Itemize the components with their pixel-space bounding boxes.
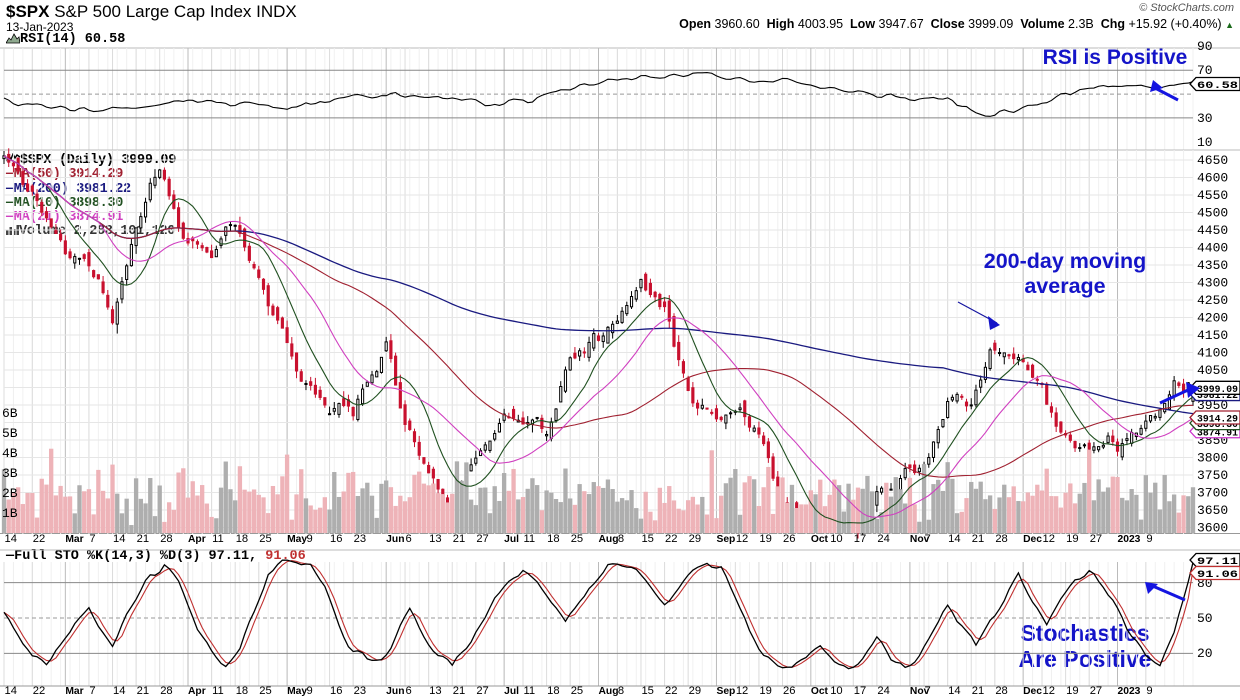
svg-text:28: 28 bbox=[160, 533, 172, 545]
svg-text:14: 14 bbox=[5, 533, 17, 545]
svg-text:17: 17 bbox=[854, 533, 866, 545]
svg-text:Jul: Jul bbox=[504, 686, 519, 697]
svg-text:9: 9 bbox=[1146, 533, 1152, 545]
svg-text:7: 7 bbox=[89, 685, 95, 697]
svg-text:Aug: Aug bbox=[599, 534, 619, 545]
svg-text:18: 18 bbox=[547, 685, 559, 697]
svg-text:9: 9 bbox=[1146, 685, 1152, 697]
svg-text:Jun: Jun bbox=[386, 686, 404, 697]
svg-text:19: 19 bbox=[759, 533, 771, 545]
svg-text:14: 14 bbox=[5, 685, 17, 697]
svg-text:24: 24 bbox=[877, 685, 889, 697]
svg-text:21: 21 bbox=[137, 533, 149, 545]
svg-text:7: 7 bbox=[925, 685, 931, 697]
svg-text:19: 19 bbox=[1066, 533, 1078, 545]
svg-text:17: 17 bbox=[854, 685, 866, 697]
svg-text:25: 25 bbox=[259, 685, 271, 697]
svg-text:10: 10 bbox=[830, 685, 842, 697]
svg-text:14: 14 bbox=[948, 533, 960, 545]
svg-text:6: 6 bbox=[406, 533, 412, 545]
svg-text:12: 12 bbox=[1043, 685, 1055, 697]
svg-text:Oct: Oct bbox=[811, 686, 829, 697]
svg-text:2023: 2023 bbox=[1118, 686, 1141, 697]
svg-text:21: 21 bbox=[453, 533, 465, 545]
svg-text:23: 23 bbox=[354, 685, 366, 697]
svg-text:Aug: Aug bbox=[599, 686, 619, 697]
svg-text:Jul: Jul bbox=[504, 534, 519, 545]
svg-text:22: 22 bbox=[33, 533, 45, 545]
svg-text:8: 8 bbox=[618, 685, 624, 697]
svg-text:15: 15 bbox=[641, 533, 653, 545]
svg-text:28: 28 bbox=[160, 685, 172, 697]
svg-text:Sep: Sep bbox=[716, 686, 735, 697]
svg-text:May: May bbox=[287, 534, 307, 545]
svg-text:28: 28 bbox=[995, 685, 1007, 697]
svg-text:23: 23 bbox=[354, 533, 366, 545]
svg-text:27: 27 bbox=[476, 533, 488, 545]
svg-text:26: 26 bbox=[783, 533, 795, 545]
svg-text:18: 18 bbox=[236, 685, 248, 697]
svg-text:22: 22 bbox=[33, 685, 45, 697]
svg-text:9: 9 bbox=[306, 685, 312, 697]
svg-text:Sep: Sep bbox=[716, 534, 735, 545]
svg-text:11: 11 bbox=[524, 533, 536, 545]
svg-text:27: 27 bbox=[1090, 533, 1102, 545]
svg-text:Mar: Mar bbox=[65, 686, 83, 697]
svg-text:21: 21 bbox=[453, 685, 465, 697]
svg-text:11: 11 bbox=[212, 685, 224, 697]
svg-text:9: 9 bbox=[306, 533, 312, 545]
svg-text:21: 21 bbox=[137, 685, 149, 697]
svg-text:28: 28 bbox=[995, 533, 1007, 545]
svg-text:12: 12 bbox=[1043, 533, 1055, 545]
svg-text:Apr: Apr bbox=[188, 534, 206, 545]
svg-text:22: 22 bbox=[665, 685, 677, 697]
svg-text:Jun: Jun bbox=[386, 534, 404, 545]
svg-text:6: 6 bbox=[406, 685, 412, 697]
svg-text:14: 14 bbox=[113, 685, 125, 697]
svg-text:18: 18 bbox=[236, 533, 248, 545]
svg-text:26: 26 bbox=[783, 685, 795, 697]
svg-text:25: 25 bbox=[571, 533, 583, 545]
svg-text:2023: 2023 bbox=[1118, 534, 1141, 545]
svg-text:11: 11 bbox=[212, 533, 224, 545]
svg-text:25: 25 bbox=[259, 533, 271, 545]
svg-text:12: 12 bbox=[736, 533, 748, 545]
svg-text:Dec: Dec bbox=[1023, 686, 1042, 697]
svg-text:25: 25 bbox=[571, 685, 583, 697]
svg-text:14: 14 bbox=[113, 533, 125, 545]
svg-text:16: 16 bbox=[330, 685, 342, 697]
svg-text:22: 22 bbox=[665, 533, 677, 545]
svg-text:Dec: Dec bbox=[1023, 534, 1042, 545]
svg-text:8: 8 bbox=[618, 533, 624, 545]
svg-text:29: 29 bbox=[689, 685, 701, 697]
svg-text:13: 13 bbox=[429, 533, 441, 545]
svg-text:13: 13 bbox=[429, 685, 441, 697]
svg-text:15: 15 bbox=[641, 685, 653, 697]
svg-text:Mar: Mar bbox=[65, 534, 83, 545]
svg-text:Apr: Apr bbox=[188, 686, 206, 697]
svg-text:Oct: Oct bbox=[811, 534, 829, 545]
svg-text:12: 12 bbox=[736, 685, 748, 697]
svg-text:21: 21 bbox=[972, 533, 984, 545]
svg-text:7: 7 bbox=[89, 533, 95, 545]
svg-text:11: 11 bbox=[524, 685, 536, 697]
svg-text:16: 16 bbox=[330, 533, 342, 545]
svg-text:May: May bbox=[287, 686, 307, 697]
svg-text:19: 19 bbox=[1066, 685, 1078, 697]
svg-text:27: 27 bbox=[1090, 685, 1102, 697]
svg-text:7: 7 bbox=[925, 533, 931, 545]
svg-text:18: 18 bbox=[547, 533, 559, 545]
svg-text:19: 19 bbox=[759, 685, 771, 697]
svg-text:14: 14 bbox=[948, 685, 960, 697]
svg-text:24: 24 bbox=[877, 533, 889, 545]
svg-text:27: 27 bbox=[476, 685, 488, 697]
svg-text:21: 21 bbox=[972, 685, 984, 697]
svg-text:29: 29 bbox=[689, 533, 701, 545]
svg-text:10: 10 bbox=[830, 533, 842, 545]
